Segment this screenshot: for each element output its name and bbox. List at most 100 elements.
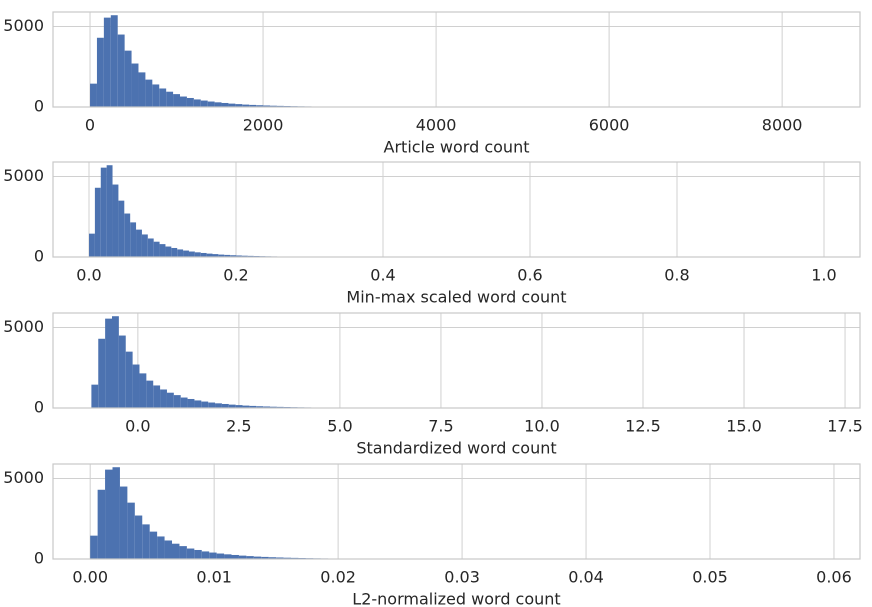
x-axis-label: Min-max scaled word count xyxy=(346,288,566,307)
bar xyxy=(221,403,229,408)
bar xyxy=(91,384,99,408)
bar xyxy=(193,99,201,107)
axes-frame xyxy=(52,463,861,560)
x-tick-label: 0.4 xyxy=(370,266,395,285)
bar xyxy=(194,549,202,559)
bar xyxy=(183,250,189,257)
x-tick-label: 0 xyxy=(85,116,95,135)
bar xyxy=(173,395,181,408)
bar xyxy=(138,72,146,107)
x-tick-label: 17.5 xyxy=(827,417,863,436)
bar xyxy=(238,555,247,559)
x-tick-label: 4000 xyxy=(416,116,457,135)
bar xyxy=(106,165,113,257)
bar xyxy=(124,50,132,107)
bar xyxy=(201,551,210,559)
bar xyxy=(201,401,209,408)
bar xyxy=(242,104,250,107)
bar xyxy=(157,536,165,559)
x-tick-label: 10.0 xyxy=(524,417,560,436)
bar xyxy=(130,222,137,257)
bar xyxy=(173,94,181,107)
bar xyxy=(235,405,243,408)
bar xyxy=(153,241,160,257)
bar xyxy=(241,255,248,257)
x-tick-label: 0.04 xyxy=(568,568,604,587)
bar xyxy=(145,79,153,107)
x-tick-label: 0.00 xyxy=(72,568,108,587)
bar xyxy=(103,17,111,108)
bar xyxy=(186,548,195,559)
bar xyxy=(117,34,125,107)
bar xyxy=(236,255,242,257)
bar xyxy=(179,546,187,559)
bar xyxy=(209,552,217,559)
bar xyxy=(125,351,133,408)
x-axis-label: Standardized word count xyxy=(356,439,556,458)
y-tick-label: 0 xyxy=(34,398,44,417)
bar xyxy=(200,252,207,257)
bar xyxy=(147,238,154,257)
bar xyxy=(152,84,160,107)
bar xyxy=(164,540,173,559)
bar xyxy=(253,556,262,559)
bar xyxy=(160,389,167,408)
bar xyxy=(100,167,107,257)
y-tick-label: 0 xyxy=(34,97,44,116)
bar xyxy=(127,502,135,559)
bar xyxy=(146,380,154,408)
bar xyxy=(270,406,277,408)
bar xyxy=(230,255,237,257)
bar xyxy=(212,254,219,257)
bar xyxy=(187,398,195,408)
bar xyxy=(134,515,143,559)
y-tick-label: 5000 xyxy=(3,468,44,487)
bar xyxy=(111,316,119,408)
bar xyxy=(188,251,195,257)
bar xyxy=(261,556,269,559)
bar xyxy=(166,392,174,408)
y-tick-label: 5000 xyxy=(3,317,44,336)
bar xyxy=(224,554,232,559)
bar xyxy=(112,467,120,559)
bar xyxy=(98,338,106,408)
bar xyxy=(246,556,254,559)
bar xyxy=(263,406,271,408)
bar xyxy=(224,254,231,257)
bar xyxy=(216,553,225,559)
bar xyxy=(118,335,126,408)
x-tick-label: 0.03 xyxy=(444,568,480,587)
axes-frame xyxy=(52,312,861,409)
x-tick-label: 0.0 xyxy=(125,417,150,436)
bar xyxy=(207,101,215,107)
x-tick-label: 0.02 xyxy=(320,568,356,587)
bar xyxy=(276,557,284,559)
x-tick-label: 0.2 xyxy=(223,266,248,285)
bar xyxy=(159,88,167,107)
axes-frame xyxy=(52,161,861,258)
bar xyxy=(249,104,257,107)
bar xyxy=(218,254,225,257)
bar xyxy=(149,531,158,559)
bar xyxy=(242,405,250,408)
x-tick-label: 0.0 xyxy=(76,266,101,285)
x-tick-label: 15.0 xyxy=(726,417,762,436)
y-tick-label: 5000 xyxy=(3,16,44,35)
bar xyxy=(194,400,202,408)
bar xyxy=(171,247,178,257)
x-tick-label: 0.06 xyxy=(816,568,852,587)
bar xyxy=(177,249,184,257)
bar xyxy=(110,15,118,108)
x-tick-label: 8000 xyxy=(762,116,803,135)
bar xyxy=(165,246,172,257)
bar xyxy=(159,244,166,257)
bar xyxy=(268,557,277,559)
bar xyxy=(206,253,213,257)
x-tick-label: 0.8 xyxy=(664,266,689,285)
y-tick-label: 0 xyxy=(34,549,44,568)
bar xyxy=(214,102,222,107)
y-tick-label: 0 xyxy=(34,247,44,266)
bar xyxy=(90,83,97,107)
